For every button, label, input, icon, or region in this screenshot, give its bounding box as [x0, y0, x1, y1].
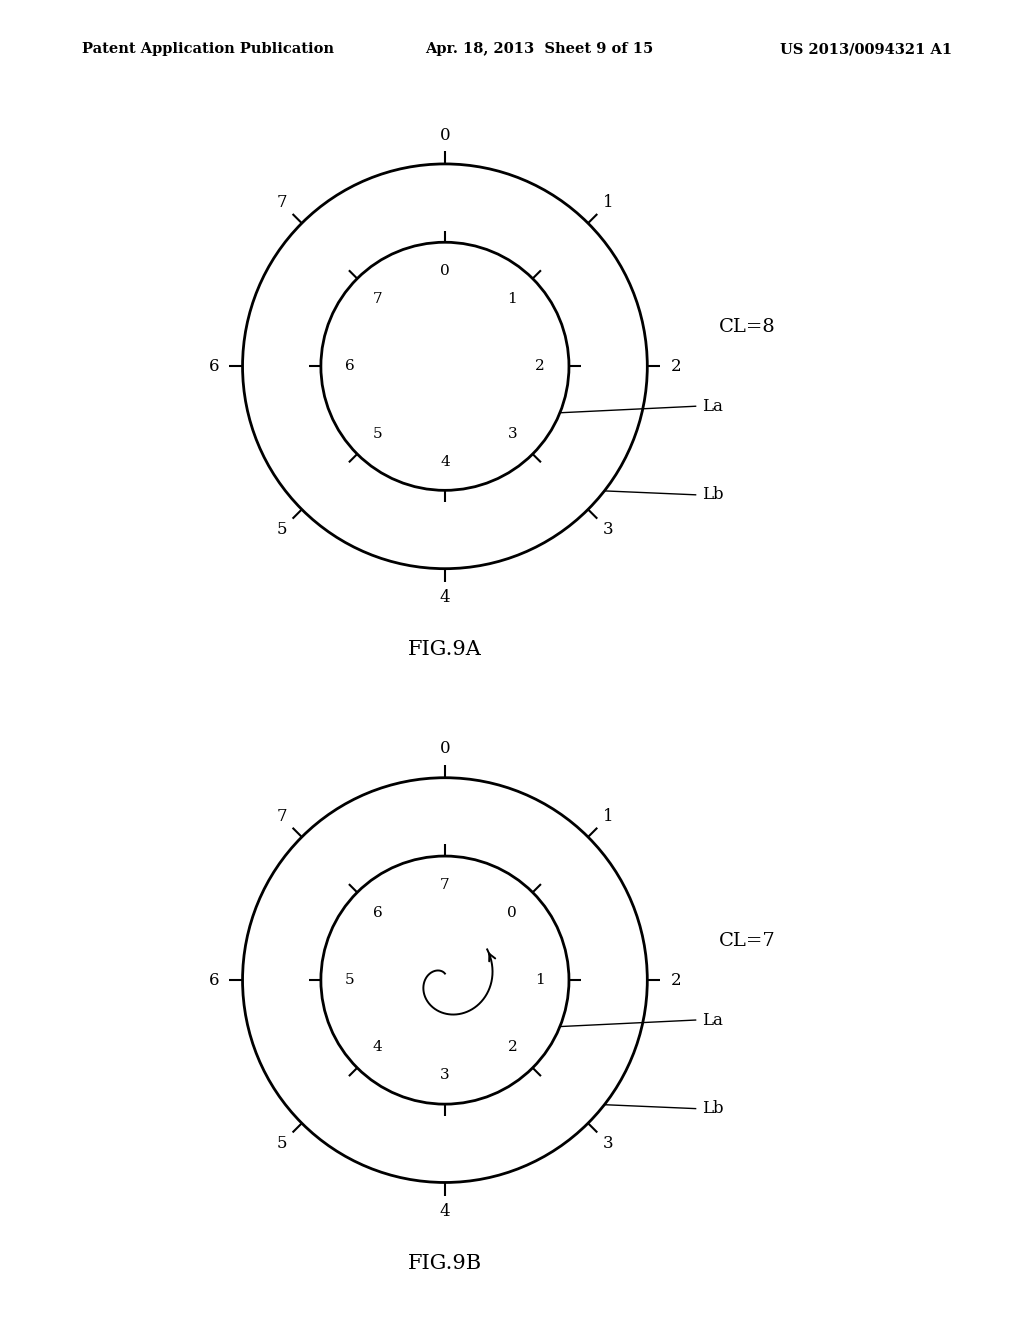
Text: US 2013/0094321 A1: US 2013/0094321 A1 [780, 42, 952, 57]
Text: 4: 4 [373, 1040, 382, 1055]
Text: La: La [702, 397, 723, 414]
Text: 3: 3 [508, 426, 517, 441]
Text: 5: 5 [345, 973, 354, 987]
Text: 0: 0 [440, 264, 450, 279]
Text: 3: 3 [440, 1068, 450, 1082]
Text: 2: 2 [671, 972, 681, 989]
Text: 1: 1 [508, 292, 517, 306]
Text: FIG.9B: FIG.9B [408, 1254, 482, 1274]
Text: 1: 1 [536, 973, 545, 987]
Text: 0: 0 [439, 127, 451, 144]
Text: La: La [702, 1011, 723, 1028]
Text: 3: 3 [603, 1135, 613, 1152]
Text: Lb: Lb [702, 486, 724, 503]
Text: 0: 0 [508, 906, 517, 920]
Text: 5: 5 [276, 1135, 287, 1152]
Text: 7: 7 [440, 878, 450, 892]
Text: CL=7: CL=7 [719, 932, 776, 950]
Text: 7: 7 [276, 194, 287, 211]
Text: FIG.9A: FIG.9A [408, 640, 482, 660]
Text: Patent Application Publication: Patent Application Publication [82, 42, 334, 57]
Text: 6: 6 [209, 972, 219, 989]
Text: 5: 5 [276, 521, 287, 539]
Text: Apr. 18, 2013  Sheet 9 of 15: Apr. 18, 2013 Sheet 9 of 15 [425, 42, 653, 57]
Text: 6: 6 [373, 906, 382, 920]
Text: 3: 3 [603, 521, 613, 539]
Text: 2: 2 [671, 358, 681, 375]
Text: 2: 2 [508, 1040, 517, 1055]
Text: 4: 4 [440, 454, 450, 469]
Text: 6: 6 [209, 358, 219, 375]
Text: Lb: Lb [702, 1100, 724, 1117]
Text: 6: 6 [345, 359, 354, 374]
Text: 1: 1 [603, 194, 613, 211]
Text: 1: 1 [603, 808, 613, 825]
Text: 2: 2 [536, 359, 545, 374]
Text: CL=8: CL=8 [719, 318, 776, 337]
Text: 5: 5 [373, 426, 382, 441]
Text: 7: 7 [373, 292, 382, 306]
Text: 7: 7 [276, 808, 287, 825]
Text: 4: 4 [439, 1203, 451, 1220]
Text: 0: 0 [439, 741, 451, 758]
Text: 4: 4 [439, 589, 451, 606]
